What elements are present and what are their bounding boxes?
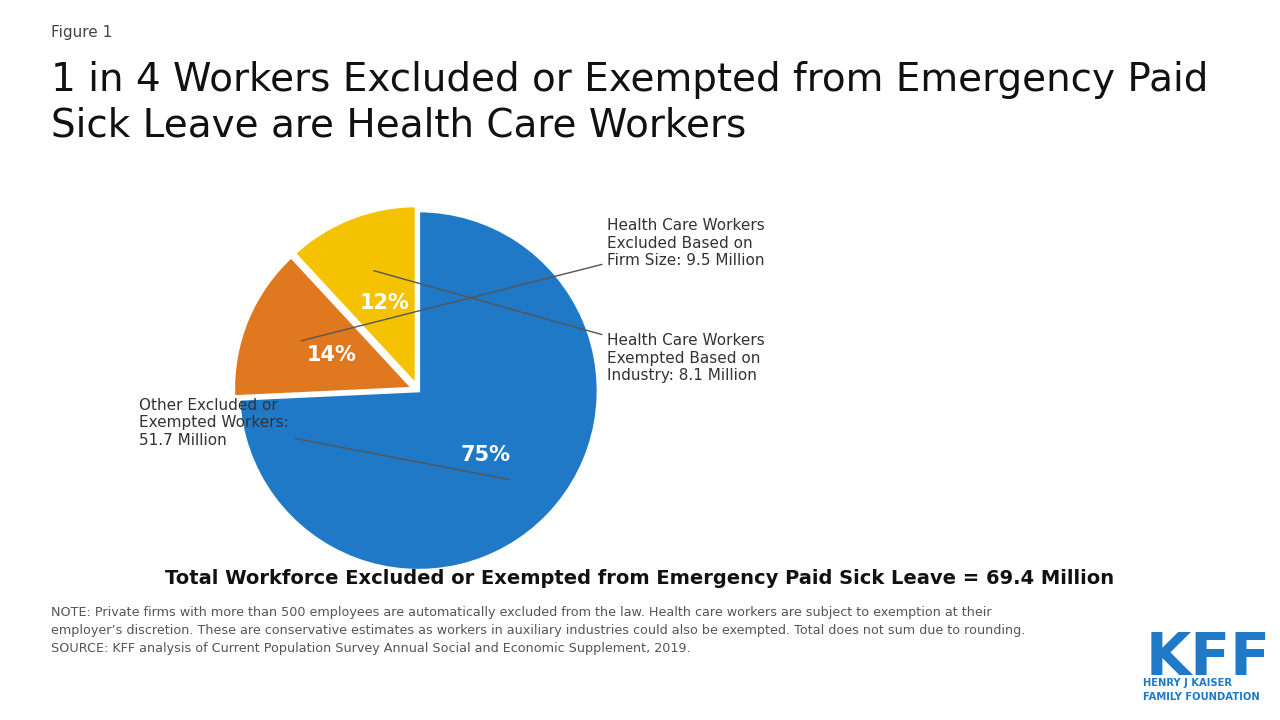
Text: Health Care Workers
Exempted Based on
Industry: 8.1 Million: Health Care Workers Exempted Based on In…: [374, 271, 765, 383]
Text: HENRY J KAISER
FAMILY FOUNDATION: HENRY J KAISER FAMILY FOUNDATION: [1143, 678, 1260, 702]
Text: 1 in 4 Workers Excluded or Exempted from Emergency Paid
Sick Leave are Health Ca: 1 in 4 Workers Excluded or Exempted from…: [51, 61, 1208, 145]
Text: Health Care Workers
Excluded Based on
Firm Size: 9.5 Million: Health Care Workers Excluded Based on Fi…: [301, 218, 765, 341]
Text: Total Workforce Excluded or Exempted from Emergency Paid Sick Leave = 69.4 Milli: Total Workforce Excluded or Exempted fro…: [165, 569, 1115, 588]
Text: NOTE: Private firms with more than 500 employees are automatically excluded from: NOTE: Private firms with more than 500 e…: [51, 606, 1025, 655]
Text: 14%: 14%: [307, 345, 357, 365]
Wedge shape: [233, 256, 413, 397]
Text: 75%: 75%: [461, 445, 511, 465]
Text: 12%: 12%: [360, 294, 410, 313]
Text: Figure 1: Figure 1: [51, 25, 113, 40]
Text: KFF: KFF: [1146, 630, 1271, 687]
Text: Other Excluded or
Exempted Workers:
51.7 Million: Other Excluded or Exempted Workers: 51.7…: [140, 398, 509, 480]
Wedge shape: [238, 210, 598, 570]
Wedge shape: [294, 206, 416, 386]
